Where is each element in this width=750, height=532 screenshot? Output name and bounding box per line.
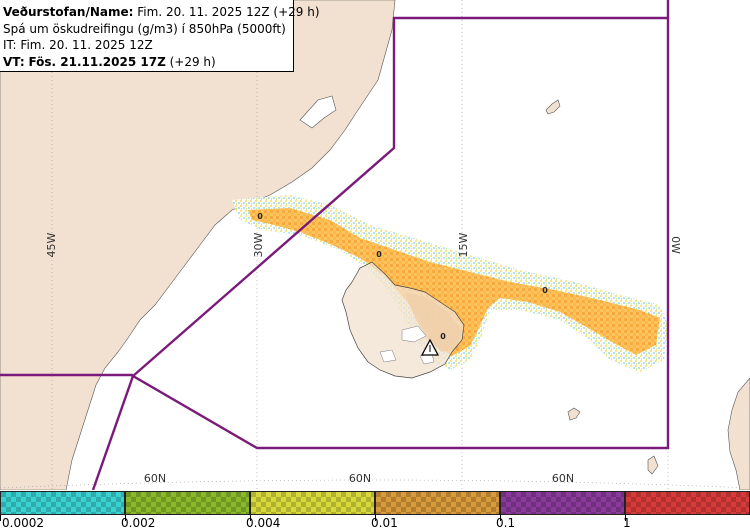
norway-coast	[727, 377, 750, 490]
product-description: Spá um öskudreifingu (g/m3) í 850hPa (50…	[3, 21, 286, 36]
lon-label-15w: 15W	[457, 232, 470, 257]
ash-value-label: 0	[542, 286, 548, 295]
forecast-info-box: Veðurstofan/Name: Fim. 20. 11. 2025 12Z …	[0, 0, 320, 72]
issuer-value: Fim. 20. 11. 2025 12Z (+29 h)	[137, 5, 320, 19]
legend-tick-label: 0.01	[371, 516, 398, 530]
valid-time-line: VT: Fös. 21.11.2025 17Z (+29 h)	[3, 54, 293, 71]
legend-tick	[500, 515, 501, 521]
issuer-line: Veðurstofan/Name: Fim. 20. 11. 2025 12Z …	[3, 4, 320, 21]
issuer-label: Veðurstofan/Name:	[3, 5, 134, 19]
ash-value-label: 0	[440, 332, 446, 341]
lat-label-1: 60N	[144, 472, 166, 485]
volcano-icon	[420, 338, 440, 356]
legend-tick	[125, 515, 126, 521]
color-legend: 0.0002 0.002 0.004 0.01 0.1 1	[0, 490, 750, 532]
valid-time-label: VT:	[3, 54, 25, 69]
legend-swatch-orange	[375, 491, 500, 515]
legend-tick-label: 0.0002	[2, 516, 44, 530]
legend-tick	[250, 515, 251, 521]
greenland-fjord	[299, 95, 337, 129]
legend-tick	[625, 515, 626, 521]
legend-swatch-purple	[500, 491, 625, 515]
issue-time: IT: Fim. 20. 11. 2025 12Z	[3, 38, 153, 52]
lon-label-30w: 30W	[252, 232, 265, 257]
airspace-boundary	[0, 0, 670, 490]
legend-tick	[0, 515, 1, 521]
greenland-land	[0, 0, 396, 490]
lat-label-2: 60N	[349, 472, 371, 485]
ash-value-label: 0	[257, 212, 263, 221]
ash-plume	[248, 208, 660, 356]
legend-tick-label: 1	[623, 516, 631, 530]
ash-value-label: 0	[376, 250, 382, 259]
lat-label-3: 60N	[552, 472, 574, 485]
faroe-islands	[567, 407, 581, 421]
valid-time-value: Fös. 21.11.2025 17Z	[28, 54, 166, 69]
ash-forecast-map: 45W 30W 15W 0W 60N 60N 60N 0 0 0 0	[0, 0, 750, 490]
glaciers	[379, 325, 435, 365]
valid-time-offset: (+29 h)	[169, 54, 216, 69]
legend-tick-label: 0.002	[121, 516, 156, 530]
legend-swatch-cyan	[0, 491, 125, 515]
legend-tick-label: 0.004	[246, 516, 281, 530]
legend-swatch-red	[625, 491, 750, 515]
legend-swatch-olive	[125, 491, 250, 515]
legend-swatch-yellow	[250, 491, 375, 515]
lon-label-45w: 45W	[45, 232, 58, 257]
legend-tick	[375, 515, 376, 521]
lon-label-0w: 0W	[669, 236, 682, 254]
legend-tick-label: 0.1	[496, 516, 516, 530]
shetland-islands	[647, 455, 659, 475]
jan-mayen-island	[545, 99, 561, 115]
